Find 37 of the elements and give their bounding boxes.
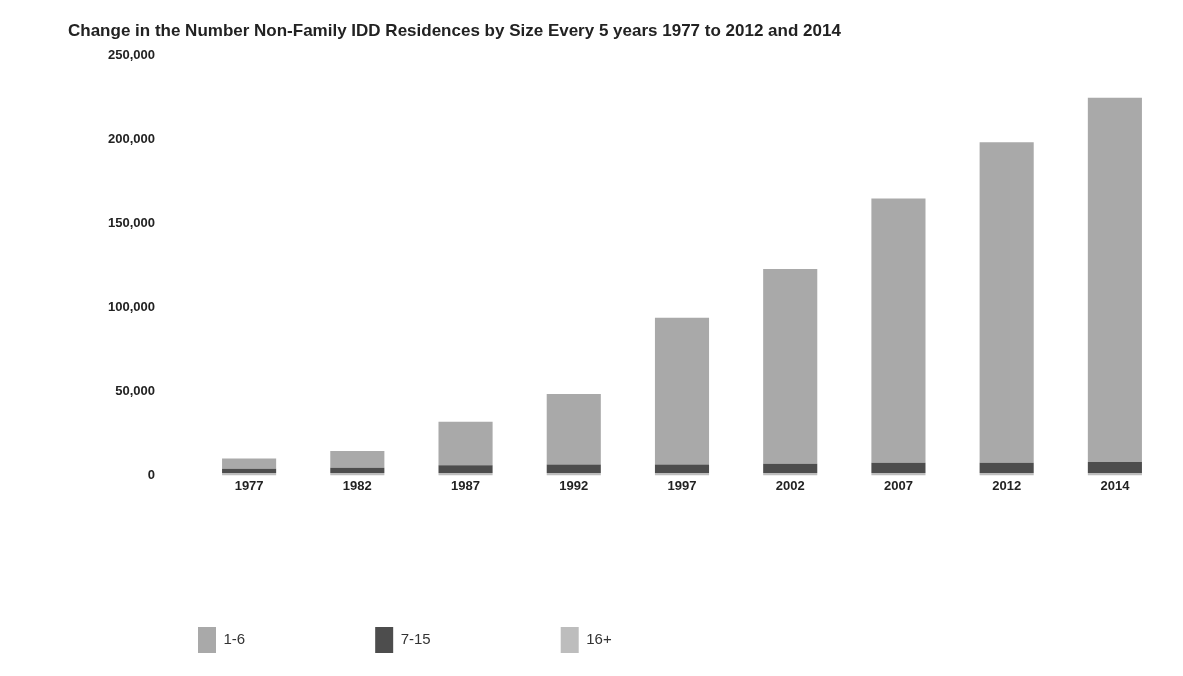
- bar: [1087, 97, 1142, 462]
- legend-label: 7-15: [400, 630, 431, 648]
- x-tick-label: 2012: [992, 477, 1022, 493]
- bar: [763, 268, 818, 464]
- bar: [330, 467, 385, 473]
- bar: [546, 394, 601, 465]
- bar: [871, 198, 926, 463]
- y-tick-label: 250,000: [107, 47, 155, 63]
- x-tick-label: 1987: [451, 477, 481, 493]
- legend-label: 16+: [586, 630, 612, 648]
- bar: [979, 462, 1034, 473]
- x-tick-label: 2007: [883, 477, 913, 493]
- x-tick-label: 1982: [342, 477, 372, 493]
- bar: [871, 462, 926, 473]
- bar: [979, 142, 1034, 463]
- y-tick-label: 50,000: [115, 383, 155, 399]
- bar: [546, 464, 601, 473]
- bar: [1087, 461, 1142, 473]
- x-tick-label: 2002: [775, 477, 805, 493]
- y-tick-label: 100,000: [107, 299, 155, 315]
- bar: [763, 463, 818, 473]
- bar: [654, 317, 710, 465]
- x-tick-label: 2014: [1100, 477, 1131, 493]
- x-tick-label: 1977: [234, 477, 264, 493]
- x-tick-label: 1997: [667, 477, 697, 493]
- chart-title: Change in the Number Non-Family IDD Residences by Size Every 5 years 1977 to 2012 and 2014: [68, 21, 842, 41]
- legend-label: 1-6: [223, 630, 246, 648]
- bar: [438, 465, 493, 473]
- y-tick-label: 150,000: [107, 215, 155, 231]
- bar: [222, 458, 277, 469]
- bar: [222, 468, 277, 473]
- bar: [654, 464, 710, 473]
- y-tick-label: 200,000: [107, 131, 155, 147]
- y-tick-label: 0: [147, 466, 155, 482]
- x-tick-label: 1992: [559, 477, 589, 493]
- bar: [330, 451, 385, 468]
- bar: [438, 421, 493, 466]
